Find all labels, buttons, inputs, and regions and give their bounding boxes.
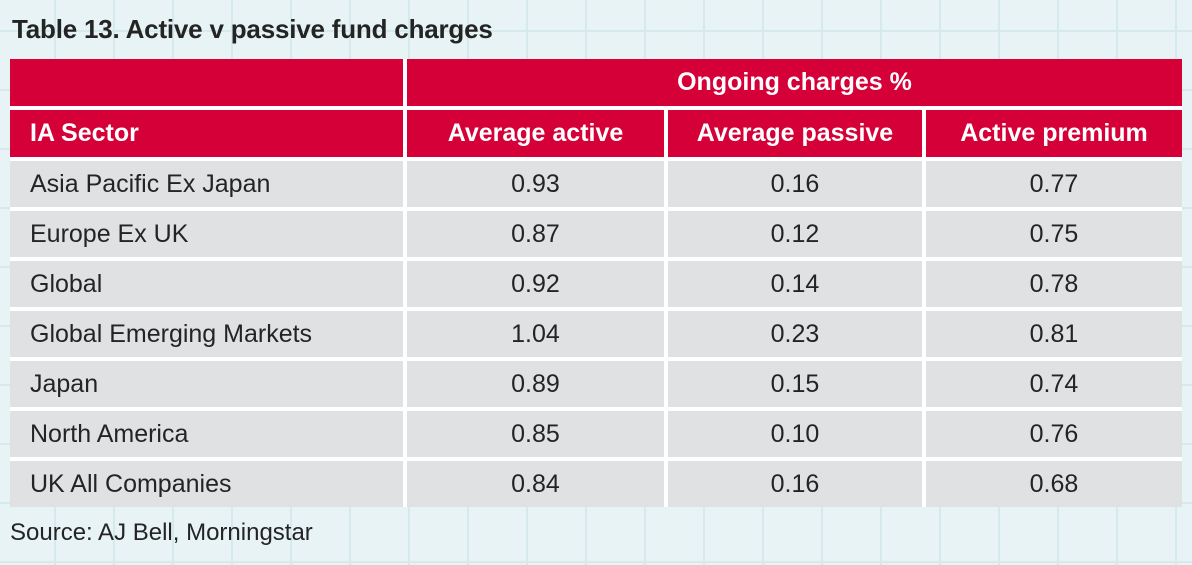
active-cell: 0.87: [407, 211, 664, 257]
active-cell: 0.85: [407, 411, 664, 457]
premium-cell: 0.77: [926, 161, 1182, 207]
premium-cell: 0.68: [926, 461, 1182, 507]
sector-cell: Europe Ex UK: [10, 211, 403, 257]
col-header-premium: Active premium: [926, 110, 1182, 157]
active-cell: 0.92: [407, 261, 664, 307]
premium-cell: 0.75: [926, 211, 1182, 257]
col-header-active: Average active: [407, 110, 664, 157]
active-cell: 0.93: [407, 161, 664, 207]
sector-cell: Asia Pacific Ex Japan: [10, 161, 403, 207]
active-cell: 0.89: [407, 361, 664, 407]
passive-cell: 0.16: [668, 461, 922, 507]
charges-table: Ongoing charges % IA Sector Average acti…: [10, 59, 1182, 507]
passive-cell: 0.23: [668, 311, 922, 357]
sector-cell: Japan: [10, 361, 403, 407]
passive-cell: 0.15: [668, 361, 922, 407]
col-header-passive: Average passive: [668, 110, 922, 157]
premium-cell: 0.76: [926, 411, 1182, 457]
active-cell: 1.04: [407, 311, 664, 357]
sector-cell: North America: [10, 411, 403, 457]
passive-cell: 0.12: [668, 211, 922, 257]
col-header-sector: IA Sector: [10, 110, 403, 157]
sector-cell: UK All Companies: [10, 461, 403, 507]
source-note: Source: AJ Bell, Morningstar: [10, 519, 313, 546]
passive-cell: 0.16: [668, 161, 922, 207]
passive-cell: 0.14: [668, 261, 922, 307]
sector-cell: Global: [10, 261, 403, 307]
premium-cell: 0.78: [926, 261, 1182, 307]
corner-cell: [10, 59, 403, 106]
table-title: Table 13. Active v passive fund charges: [12, 14, 493, 44]
premium-cell: 0.74: [926, 361, 1182, 407]
group-header: Ongoing charges %: [407, 59, 1182, 106]
premium-cell: 0.81: [926, 311, 1182, 357]
active-cell: 0.84: [407, 461, 664, 507]
passive-cell: 0.10: [668, 411, 922, 457]
sector-cell: Global Emerging Markets: [10, 311, 403, 357]
